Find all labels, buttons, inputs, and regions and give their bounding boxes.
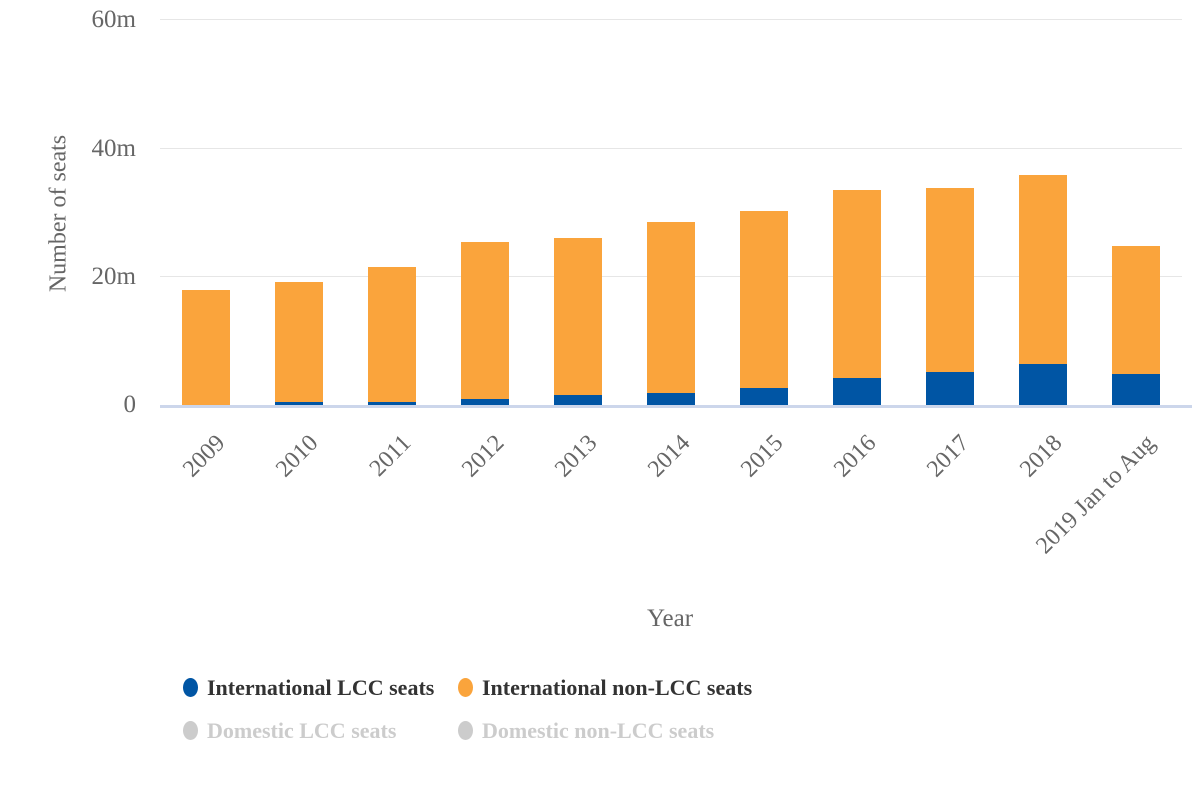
legend-label: Domestic non-LCC seats	[482, 718, 715, 743]
bar-segment[interactable]	[1018, 175, 1067, 364]
x-tick-label: 2019 Jan to Aug	[1030, 430, 1160, 560]
series-marker-icon	[183, 721, 198, 740]
legend-item-international-lcc[interactable]: International LCC seats	[183, 674, 458, 701]
bar-2014[interactable]	[647, 221, 695, 405]
x-tick-label: 2013	[550, 430, 603, 483]
bar-segment[interactable]	[554, 395, 603, 405]
gridline-40m	[160, 148, 1182, 149]
bar-segment[interactable]	[925, 371, 974, 405]
bar-segment[interactable]	[368, 267, 417, 402]
bar-segment[interactable]	[1111, 246, 1160, 374]
bar-segment[interactable]	[275, 281, 324, 403]
x-axis-title: Year	[646, 605, 694, 632]
x-tick-label: 2016	[828, 430, 882, 483]
x-tick-label: 2014	[643, 430, 696, 483]
bar-segment[interactable]	[739, 388, 788, 405]
bar-segment[interactable]	[275, 402, 324, 405]
x-axis-line	[160, 405, 1192, 408]
x-tick-label: 2009	[178, 430, 231, 483]
bar-segment[interactable]	[925, 188, 974, 372]
bar-segment[interactable]	[461, 399, 510, 405]
series-marker-icon	[458, 721, 473, 740]
y-tick-label-60m: 60m	[91, 6, 136, 33]
bar-segment[interactable]	[461, 242, 510, 400]
x-tick-label: 2015	[735, 430, 789, 483]
bar-2015[interactable]	[739, 210, 788, 405]
bar-segment[interactable]	[1018, 363, 1067, 405]
series-marker-icon	[458, 678, 473, 697]
bar-segment[interactable]	[1111, 373, 1160, 405]
bar-segment[interactable]	[554, 237, 603, 396]
legend-label: International LCC seats	[207, 675, 435, 700]
legend-item-domestic-non-lcc[interactable]: Domestic non-LCC seats	[458, 717, 752, 744]
x-tick-label: 2017	[921, 430, 975, 483]
legend-item-domestic-lcc[interactable]: Domestic LCC seats	[183, 717, 458, 744]
bar-segment[interactable]	[832, 378, 881, 405]
legend-label: International non-LCC seats	[482, 675, 753, 700]
bar-2017[interactable]	[925, 188, 974, 405]
bar-segment[interactable]	[739, 210, 788, 389]
bar-2012[interactable]	[461, 242, 510, 405]
series-marker-icon	[183, 678, 198, 697]
bar-2010[interactable]	[275, 281, 324, 405]
legend: International LCC seats International no…	[183, 674, 752, 744]
bar-2016[interactable]	[832, 190, 881, 405]
bar-2013[interactable]	[554, 237, 603, 405]
bar-2018[interactable]	[1018, 175, 1067, 405]
y-axis-title: Number of seats	[45, 134, 72, 293]
bar-segment[interactable]	[832, 190, 881, 378]
x-tick-label: 2018	[1014, 430, 1068, 483]
x-tick-label: 2010	[271, 430, 324, 483]
bar-2019-jan-to-aug[interactable]	[1111, 246, 1160, 405]
bar-segment[interactable]	[647, 221, 695, 393]
legend-item-international-non-lcc[interactable]: International non-LCC seats	[458, 674, 752, 701]
bar-segment[interactable]	[647, 392, 695, 405]
y-tick-label-20m: 20m	[91, 263, 136, 290]
bar-2011[interactable]	[368, 267, 417, 405]
x-tick-label: 2012	[457, 430, 510, 483]
bar-segment[interactable]	[182, 289, 231, 405]
bar-segment[interactable]	[368, 401, 417, 405]
gridline-60m	[160, 19, 1182, 20]
legend-label: Domestic LCC seats	[207, 718, 397, 743]
bar-2009[interactable]	[182, 289, 231, 405]
y-tick-label-0: 0	[123, 391, 137, 418]
x-tick-label: 2011	[364, 430, 417, 482]
y-tick-label-40m: 40m	[91, 135, 136, 162]
